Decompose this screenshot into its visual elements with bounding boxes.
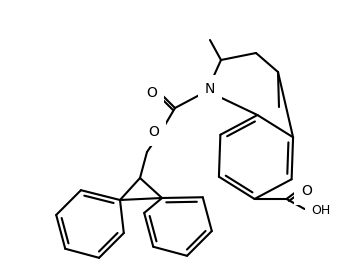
Text: O: O [147,86,158,100]
Text: OH: OH [312,204,331,218]
Text: O: O [149,125,159,139]
Text: O: O [301,184,312,198]
Text: N: N [205,82,215,96]
